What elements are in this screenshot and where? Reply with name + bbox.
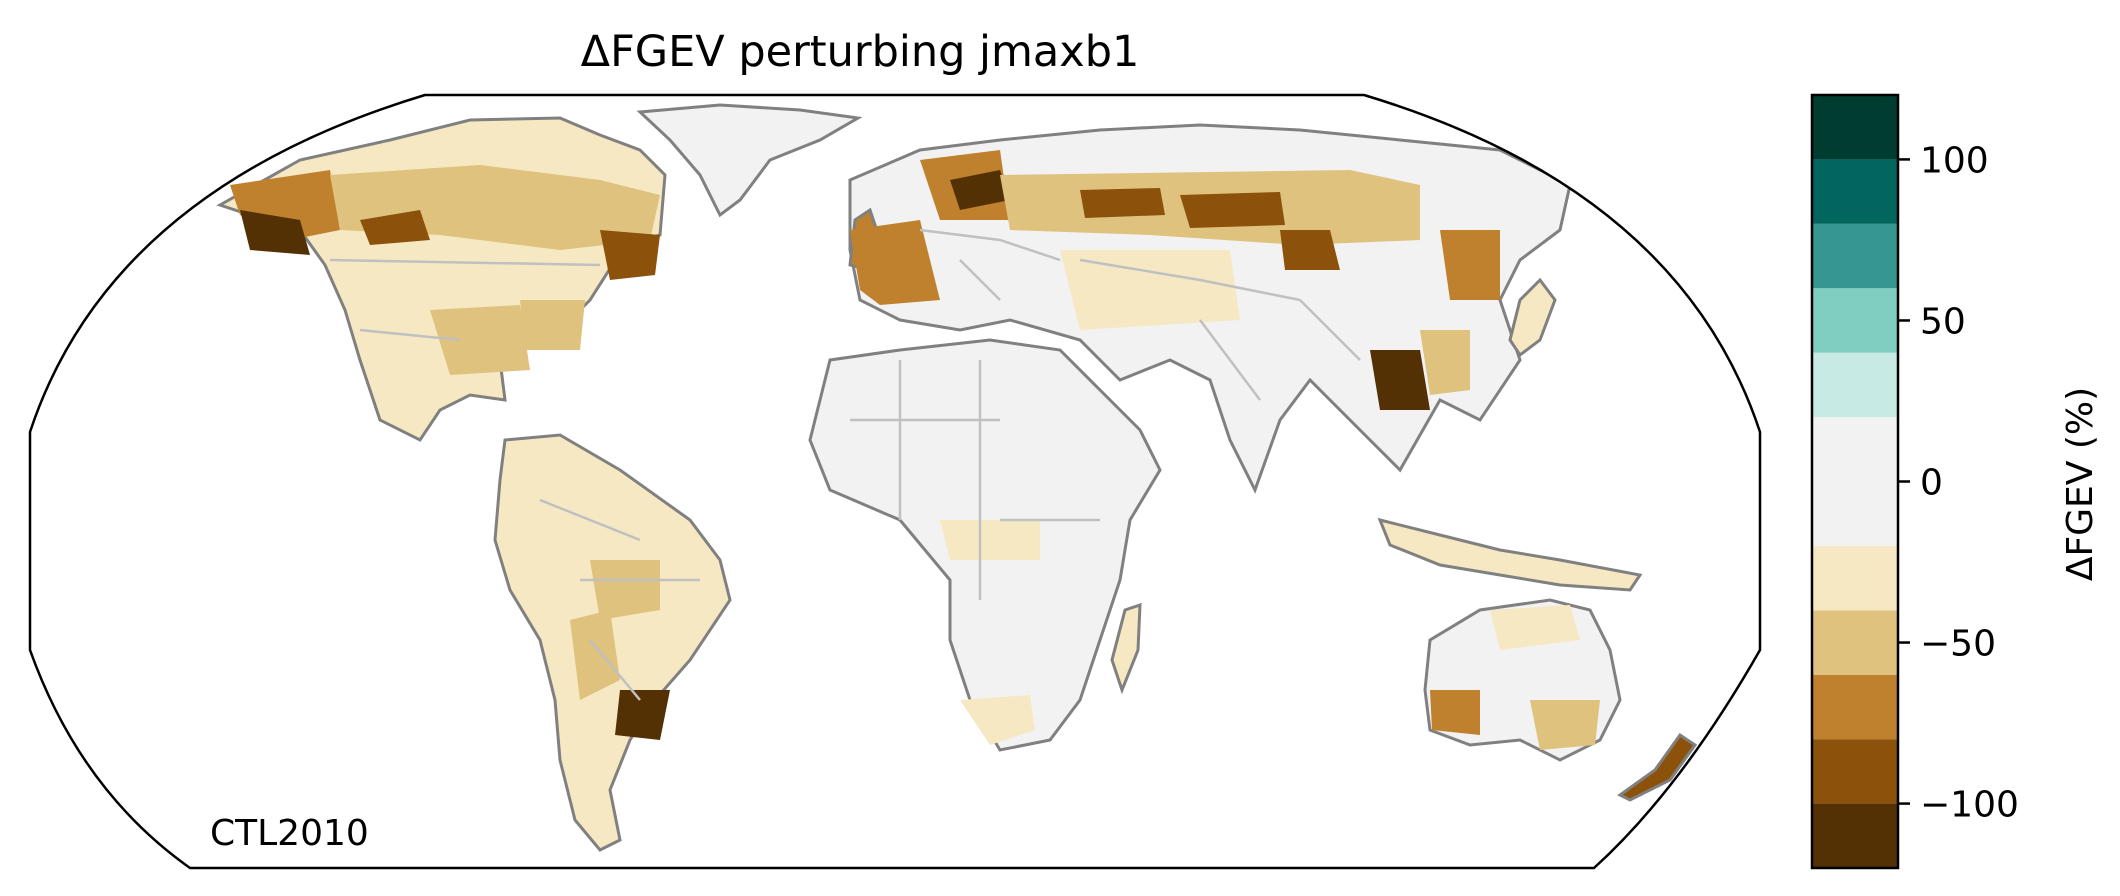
- patch-plata-dark: [615, 690, 670, 740]
- patch-argentina: [570, 610, 620, 700]
- patch-manchuria: [1440, 230, 1500, 300]
- japan-land: [1508, 277, 1557, 358]
- colorbar-tick-label: 50: [1920, 301, 1966, 342]
- patch-australia-se: [1530, 700, 1600, 750]
- colorbar-segment: [1812, 545, 1898, 611]
- patch-quebec-dark: [600, 230, 660, 280]
- colorbar-segment: [1812, 223, 1898, 289]
- north-america-land: [216, 116, 667, 442]
- colorbar-segments: [1812, 95, 1898, 868]
- border-africa-1: [850, 360, 1100, 600]
- patch-brazil: [590, 560, 660, 620]
- colorbar-tick-label: −100: [1920, 785, 2019, 826]
- patch-australia-n: [1490, 605, 1580, 650]
- patch-south-africa: [960, 695, 1035, 745]
- patch-australia-sw: [1430, 690, 1480, 735]
- colorbar-tick-label: −50: [1920, 624, 1996, 665]
- colorbar-segment: [1812, 674, 1898, 740]
- colorbar-segment: [1812, 95, 1898, 160]
- indonesia-land: [1377, 517, 1643, 592]
- colorbar-segment: [1812, 288, 1898, 353]
- madagascar-land: [1110, 602, 1142, 695]
- colorbar-tick-label: 100: [1920, 140, 1989, 181]
- patch-china-east: [1420, 330, 1470, 395]
- patch-central-asia: [1060, 250, 1240, 330]
- map-title: ΔFGEV perturbing jmaxb1: [581, 27, 1140, 77]
- colorbar-label: ΔFGEV (%): [2060, 387, 2101, 581]
- patch-west-africa: [940, 520, 1040, 560]
- patch-europe-west: [850, 220, 940, 305]
- colorbar-segment: [1812, 417, 1898, 546]
- border-asia: [1079, 258, 1361, 401]
- greenland-land: [636, 103, 863, 218]
- patch-russia-dark-1: [1080, 188, 1165, 218]
- colorbar-segment: [1812, 803, 1898, 868]
- colorbar-segment: [1812, 610, 1898, 675]
- new-zealand-land: [1617, 732, 1698, 802]
- map-outline: [28, 93, 1762, 870]
- colorbar: 100 50 0 −50 −100 ΔFGEV (%): [1810, 93, 2101, 870]
- colorbar-segment: [1812, 739, 1898, 804]
- colorbar-tick-label: 0: [1920, 463, 1943, 504]
- patch-china-dark: [1370, 350, 1430, 410]
- map-content: [216, 103, 1698, 852]
- colorbar-segment: [1812, 159, 1898, 224]
- patch-europe-dark: [950, 170, 1010, 210]
- country-borders: [329, 228, 1361, 701]
- patch-russia-dark-2: [1180, 192, 1285, 228]
- border-europe: [919, 228, 1061, 301]
- patch-siberia: [1280, 230, 1340, 270]
- delta-fgev-patches: [230, 150, 1600, 750]
- patch-us-central: [430, 305, 530, 375]
- border-us-canada: [329, 258, 601, 267]
- patch-alaska: [240, 210, 310, 255]
- patch-hudson-dark: [360, 210, 430, 245]
- border-south-america: [539, 498, 700, 701]
- colorbar-segment: [1812, 352, 1898, 418]
- patch-us-east: [520, 300, 585, 350]
- border-us-mexico: [359, 328, 461, 342]
- map-panel: CTL2010: [28, 93, 1762, 870]
- colorbar-ticks: 100 50 0 −50 −100: [1898, 140, 2019, 826]
- run-label: CTL2010: [210, 813, 369, 854]
